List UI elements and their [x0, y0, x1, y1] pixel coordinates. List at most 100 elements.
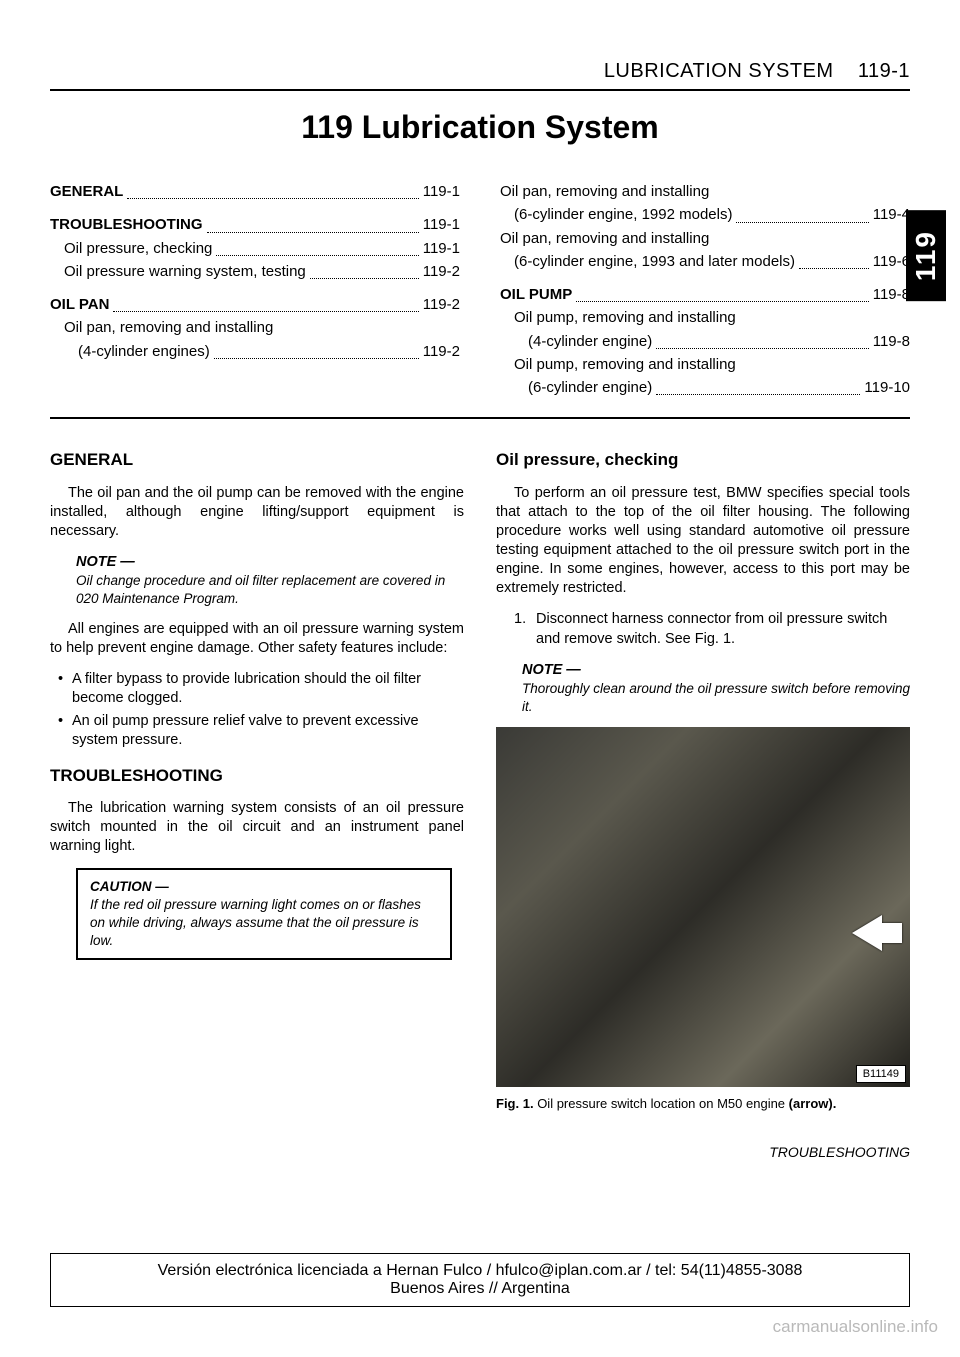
body-column-right: Oil pressure, checking To perform an oil…: [496, 439, 910, 1161]
toc-page: 119-10: [864, 376, 910, 399]
toc-label: Oil pan, removing and installing: [50, 316, 273, 339]
toc-page: 119-2: [423, 340, 460, 363]
figure-label: Fig. 1.: [496, 1096, 534, 1111]
toc-column-right: Oil pan, removing and installing(6-cylin…: [500, 180, 910, 399]
toc-entry: (4-cylinder engines) 119-2: [50, 340, 460, 363]
figure-text: Oil pressure switch location on M50 engi…: [537, 1096, 788, 1111]
toc-page: 119-6: [873, 250, 910, 273]
toc-dots: [127, 180, 418, 199]
note-head: NOTE —: [76, 553, 464, 572]
toc-entry: Oil pressure warning system, testing 119-…: [50, 260, 460, 283]
heading-oil-pressure: Oil pressure, checking: [496, 449, 910, 471]
toc-dots: [214, 340, 419, 359]
toc-label: Oil pump, removing and installing: [500, 306, 736, 329]
caution-box: CAUTION — If the red oil pressure warnin…: [76, 868, 452, 959]
header-rule: [50, 89, 910, 91]
procedure-step: 1. Disconnect harness connector from oil…: [514, 610, 910, 648]
toc-page: 119-8: [873, 330, 910, 353]
toc-dots: [207, 213, 419, 232]
toc-entry: (6-cylinder engine) 119-10: [500, 376, 910, 399]
toc-entry: Oil pan, removing and installing: [500, 180, 910, 203]
toc-label: (6-cylinder engine, 1992 models): [500, 203, 732, 226]
toc-label: (4-cylinder engine): [500, 330, 652, 353]
general-paragraph-1: The oil pan and the oil pump can be remo…: [50, 484, 464, 541]
toc-entry: OIL PAN 119-2: [50, 293, 460, 316]
toc-dots: [216, 237, 418, 256]
note-body: Thoroughly clean around the oil pressure…: [522, 680, 910, 716]
note-clean-switch: NOTE — Thoroughly clean around the oil p…: [522, 661, 910, 716]
toc-entry: Oil pump, removing and installing: [500, 306, 910, 329]
toc-dots: [656, 376, 860, 395]
toc-page: 119-8: [873, 283, 910, 306]
heading-general: GENERAL: [50, 449, 464, 471]
toc-label: (6-cylinder engine, 1993 and later model…: [500, 250, 795, 273]
safety-feature-list: A filter bypass to provide lubrication s…: [58, 670, 464, 751]
toc-entry: (6-cylinder engine, 1992 models) 119-4: [500, 203, 910, 226]
toc-entry: Oil pan, removing and installing: [50, 316, 460, 339]
toc-entry: TROUBLESHOOTING 119-1: [50, 213, 460, 236]
list-item: A filter bypass to provide lubrication s…: [58, 670, 464, 708]
toc-dots: [310, 260, 419, 279]
procedure-list: 1. Disconnect harness connector from oil…: [514, 610, 910, 648]
toc-dots: [576, 283, 869, 302]
general-paragraph-2: All engines are equipped with an oil pre…: [50, 620, 464, 658]
toc-label: Oil pan, removing and installing: [500, 227, 709, 250]
body-columns: GENERAL The oil pan and the oil pump can…: [50, 439, 910, 1161]
toc-entry: Oil pressure, checking 119-1: [50, 237, 460, 260]
toc-gap: [50, 283, 460, 293]
toc-entry: GENERAL 119-1: [50, 180, 460, 203]
toc-label: OIL PAN: [50, 293, 109, 316]
toc-page: 119-2: [423, 260, 460, 283]
toc-page: 119-1: [423, 180, 460, 203]
figure-1-image: B11149: [496, 727, 910, 1087]
body-column-left: GENERAL The oil pan and the oil pump can…: [50, 439, 464, 1161]
toc-label: (6-cylinder engine): [500, 376, 652, 399]
table-of-contents: GENERAL119-1TROUBLESHOOTING119-1Oil pres…: [50, 180, 910, 399]
toc-page: 119-2: [423, 293, 460, 316]
running-head: LUBRICATION SYSTEM 119-1: [50, 60, 910, 83]
toc-entry: (6-cylinder engine, 1993 and later model…: [500, 250, 910, 273]
license-line-1: Versión electrónica licenciada a Hernan …: [65, 1262, 895, 1280]
toc-dots: [656, 330, 869, 349]
toc-label: Oil pressure warning system, testing: [50, 260, 306, 283]
list-item: An oil pump pressure relief valve to pre…: [58, 712, 464, 750]
toc-page: 119-1: [423, 237, 460, 260]
note-oil-change: NOTE — Oil change procedure and oil filt…: [76, 553, 464, 608]
running-head-page: 119-1: [858, 60, 910, 82]
note-head: NOTE —: [522, 661, 910, 680]
toc-label: OIL PUMP: [500, 283, 572, 306]
toc-label: Oil pressure, checking: [50, 237, 212, 260]
toc-label: (4-cylinder engines): [50, 340, 210, 363]
toc-page: 119-1: [423, 213, 460, 236]
footer-section-label: TROUBLESHOOTING: [496, 1143, 910, 1161]
toc-label: TROUBLESHOOTING: [50, 213, 203, 236]
toc-dots: [799, 250, 869, 269]
chapter-title: 119 Lubrication System: [50, 109, 910, 146]
section-rule: [50, 417, 910, 419]
license-line-2: Buenos Aires // Argentina: [65, 1280, 895, 1298]
oilpress-paragraph: To perform an oil pressure test, BMW spe…: [496, 484, 910, 599]
toc-label: GENERAL: [50, 180, 123, 203]
toc-column-left: GENERAL119-1TROUBLESHOOTING119-1Oil pres…: [50, 180, 460, 399]
chapter-side-tab: 119: [906, 210, 946, 301]
heading-troubleshooting: TROUBLESHOOTING: [50, 765, 464, 787]
toc-entry: Oil pump, removing and installing: [500, 353, 910, 376]
troubleshooting-paragraph: The lubrication warning system consists …: [50, 799, 464, 856]
toc-entry: Oil pan, removing and installing: [500, 227, 910, 250]
step-number: 1.: [514, 610, 530, 648]
caution-body: If the red oil pressure warning light co…: [90, 896, 438, 949]
toc-gap: [50, 203, 460, 213]
toc-dots: [736, 203, 868, 222]
toc-entry: (4-cylinder engine) 119-8: [500, 330, 910, 353]
toc-dots: [113, 293, 418, 312]
running-head-chapter: LUBRICATION SYSTEM: [604, 60, 834, 82]
toc-label: Oil pan, removing and installing: [500, 180, 709, 203]
step-text: Disconnect harness connector from oil pr…: [536, 610, 910, 648]
image-id-label: B11149: [856, 1065, 906, 1084]
arrow-icon: [852, 915, 882, 951]
toc-gap: [500, 273, 910, 283]
toc-page: 119-4: [873, 203, 910, 226]
watermark: carmanualsonline.info: [773, 1317, 938, 1337]
figure-1-caption: Fig. 1. Oil pressure switch location on …: [496, 1095, 910, 1112]
license-footer: Versión electrónica licenciada a Hernan …: [50, 1253, 910, 1307]
